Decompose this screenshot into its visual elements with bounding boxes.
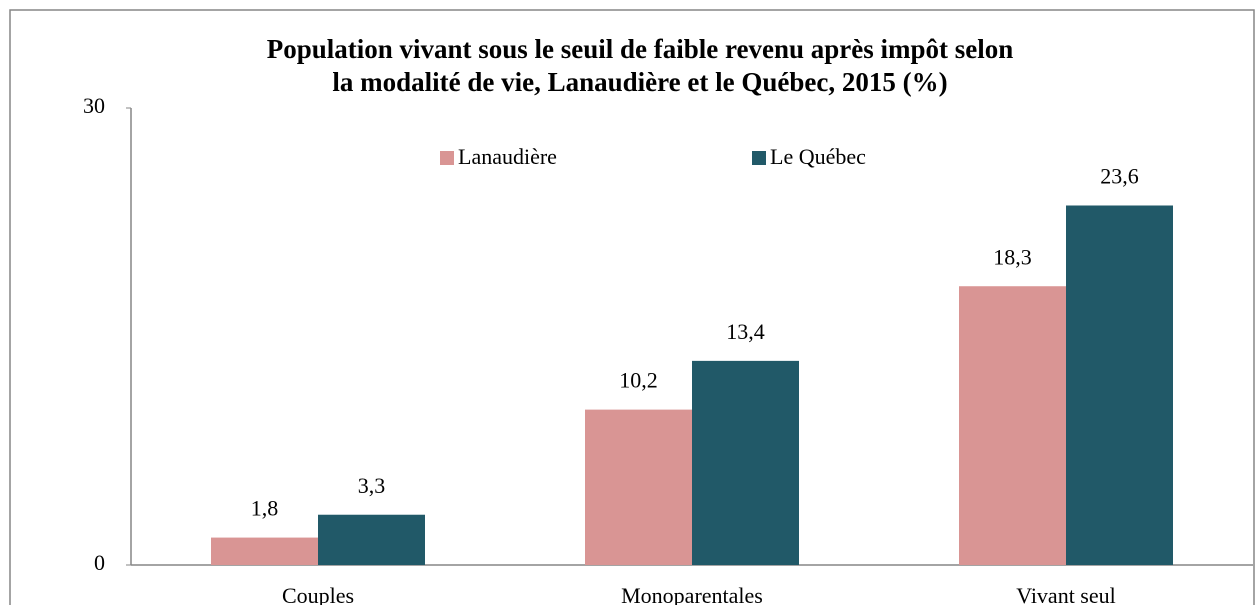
x-tick-label: Vivant seul (1016, 583, 1116, 605)
x-tick-label: Couples (282, 583, 354, 605)
x-tick-label: Monoparentales (621, 583, 763, 605)
legend-label: Lanaudière (458, 144, 557, 169)
y-tick-label: 30 (83, 93, 105, 118)
bar (1066, 205, 1173, 565)
bar (211, 537, 318, 565)
bar (692, 360, 799, 565)
legend-swatch (440, 151, 454, 165)
bar (585, 409, 692, 565)
value-label: 3,3 (358, 473, 386, 498)
value-label: 13,4 (726, 319, 765, 344)
chart-title: la modalité de vie, Lanaudière et le Qué… (332, 67, 947, 97)
value-label: 10,2 (619, 368, 658, 393)
bar (959, 286, 1066, 565)
legend-label: Le Québec (770, 144, 866, 169)
legend-swatch (752, 151, 766, 165)
value-label: 1,8 (251, 496, 279, 521)
value-label: 23,6 (1100, 164, 1139, 189)
value-label: 18,3 (993, 244, 1032, 269)
bar (318, 514, 425, 565)
y-tick-label: 0 (94, 550, 105, 575)
chart-title: Population vivant sous le seuil de faibl… (267, 34, 1014, 64)
